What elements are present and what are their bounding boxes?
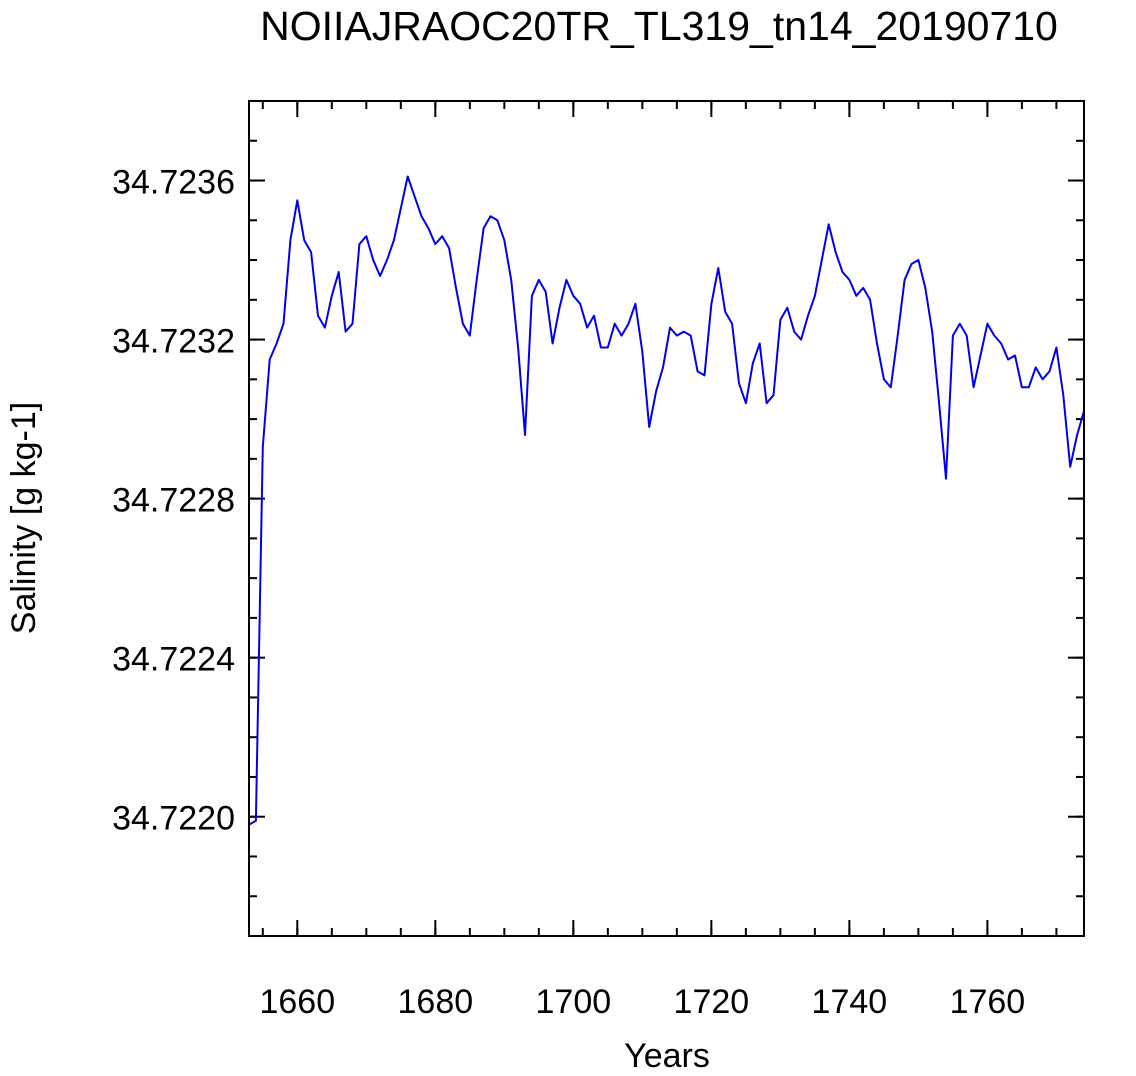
y-tick-label: 34.7220 — [112, 800, 235, 838]
x-tick-label: 1680 — [398, 983, 474, 1021]
plot-series — [248, 175, 1085, 826]
y-axis: 34.7220 34.7224 34.7228 34.7232 34.7236 — [112, 164, 1084, 838]
salinity-series-line — [248, 175, 1085, 826]
plot-frame — [248, 100, 1085, 937]
x-tick-label: 1720 — [674, 983, 750, 1021]
x-tick-label: 1660 — [259, 983, 335, 1021]
x-axis: 1660 1680 1700 1720 1740 1760 — [259, 101, 1025, 1021]
x-tick-label: 1700 — [536, 983, 612, 1021]
x-axis-minor-ticks — [261, 101, 1058, 936]
y-axis-label: Salinity [g kg-1] — [5, 402, 43, 634]
chart-title: NOIIAJRAOC20TR_TL319_tn14_20190710 — [260, 3, 1058, 49]
x-tick-label: 1760 — [950, 983, 1026, 1021]
y-tick-label: 34.7232 — [112, 323, 235, 361]
y-tick-label: 34.7228 — [112, 482, 235, 520]
x-axis-label: Years — [624, 1037, 710, 1075]
y-tick-label: 34.7224 — [112, 641, 235, 679]
y-axis-minor-ticks — [249, 139, 1084, 898]
x-tick-label: 1740 — [812, 983, 888, 1021]
y-tick-label: 34.7236 — [112, 164, 235, 202]
